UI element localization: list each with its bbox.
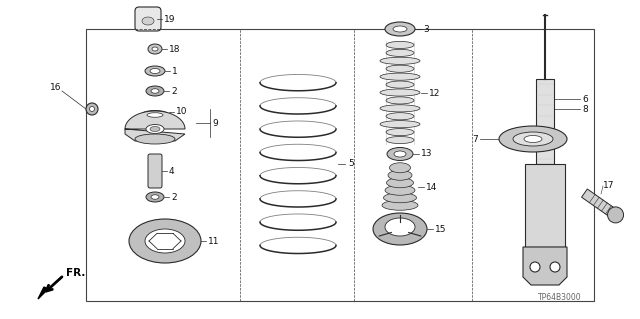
- Ellipse shape: [147, 113, 163, 117]
- Ellipse shape: [387, 147, 413, 160]
- Text: 17: 17: [603, 182, 614, 190]
- Ellipse shape: [151, 195, 159, 199]
- Text: 2: 2: [171, 192, 177, 202]
- Ellipse shape: [386, 113, 414, 120]
- Ellipse shape: [387, 178, 413, 188]
- Ellipse shape: [86, 103, 98, 115]
- Text: 6: 6: [582, 94, 588, 103]
- Ellipse shape: [150, 69, 160, 73]
- Polygon shape: [523, 247, 567, 285]
- Ellipse shape: [388, 170, 412, 180]
- Text: FR.: FR.: [66, 268, 85, 278]
- Ellipse shape: [383, 193, 417, 203]
- Ellipse shape: [380, 121, 420, 128]
- Text: 9: 9: [212, 118, 218, 128]
- Ellipse shape: [145, 66, 165, 76]
- Ellipse shape: [129, 219, 201, 263]
- Text: 11: 11: [208, 236, 220, 246]
- Ellipse shape: [141, 110, 169, 120]
- Ellipse shape: [380, 89, 420, 96]
- Ellipse shape: [150, 127, 160, 131]
- Text: 5: 5: [348, 160, 354, 168]
- Ellipse shape: [524, 136, 542, 143]
- Ellipse shape: [380, 105, 420, 112]
- Text: 12: 12: [429, 88, 440, 98]
- Text: 8: 8: [582, 105, 588, 114]
- Text: 18: 18: [169, 44, 180, 54]
- Ellipse shape: [394, 151, 406, 157]
- Ellipse shape: [513, 132, 553, 146]
- Ellipse shape: [390, 163, 410, 173]
- Ellipse shape: [142, 17, 154, 25]
- Ellipse shape: [373, 213, 427, 245]
- Text: 13: 13: [421, 150, 433, 159]
- Ellipse shape: [499, 126, 567, 152]
- Text: 16: 16: [50, 83, 61, 92]
- Ellipse shape: [146, 86, 164, 96]
- Ellipse shape: [393, 26, 407, 32]
- Bar: [525, 164, 565, 247]
- Ellipse shape: [385, 218, 415, 236]
- Ellipse shape: [90, 107, 95, 112]
- Ellipse shape: [135, 134, 175, 144]
- Ellipse shape: [530, 262, 540, 272]
- Ellipse shape: [386, 49, 414, 56]
- Text: 4: 4: [169, 167, 175, 175]
- Ellipse shape: [146, 192, 164, 202]
- Text: 7: 7: [472, 135, 478, 144]
- Polygon shape: [582, 189, 618, 219]
- Bar: [86, 29, 594, 301]
- Bar: [536, 79, 554, 164]
- Polygon shape: [38, 287, 48, 299]
- Ellipse shape: [607, 207, 623, 223]
- Ellipse shape: [386, 129, 414, 136]
- Ellipse shape: [151, 89, 159, 93]
- Ellipse shape: [386, 137, 414, 144]
- FancyBboxPatch shape: [148, 154, 162, 188]
- Text: 1: 1: [172, 66, 178, 76]
- Polygon shape: [125, 111, 185, 141]
- Ellipse shape: [385, 185, 415, 195]
- Ellipse shape: [386, 81, 414, 88]
- Ellipse shape: [145, 229, 185, 253]
- Text: 2: 2: [171, 86, 177, 95]
- Text: 10: 10: [176, 108, 188, 116]
- Ellipse shape: [148, 44, 162, 54]
- Ellipse shape: [380, 73, 420, 80]
- Ellipse shape: [146, 124, 164, 133]
- Ellipse shape: [386, 65, 414, 72]
- Ellipse shape: [385, 22, 415, 36]
- Text: TP64B3000: TP64B3000: [538, 293, 582, 301]
- Text: 15: 15: [435, 225, 447, 234]
- Ellipse shape: [386, 41, 414, 48]
- Ellipse shape: [380, 57, 420, 64]
- Ellipse shape: [386, 97, 414, 104]
- Ellipse shape: [152, 47, 158, 51]
- Ellipse shape: [382, 200, 418, 210]
- Ellipse shape: [550, 262, 560, 272]
- Text: 3: 3: [423, 25, 429, 33]
- Text: 14: 14: [426, 182, 437, 191]
- Text: 19: 19: [164, 14, 175, 24]
- FancyBboxPatch shape: [135, 7, 161, 31]
